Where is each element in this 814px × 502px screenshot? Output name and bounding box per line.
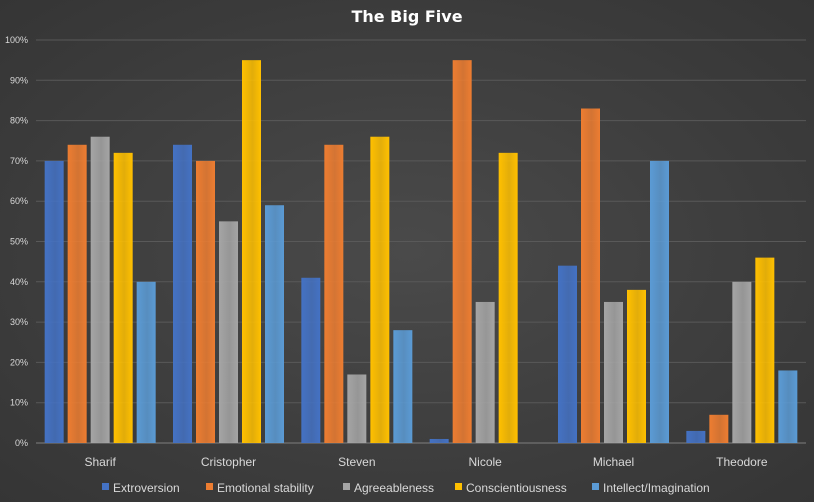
y-tick-label: 90%: [10, 75, 28, 85]
bar-sharif-4: [136, 281, 156, 443]
x-tick-label: Nicole: [468, 455, 502, 469]
bar-steven-4: [393, 330, 413, 443]
bar-cristopher-3: [242, 60, 261, 444]
y-tick-label: 50%: [10, 237, 28, 247]
bar-cristopher-0: [173, 144, 192, 443]
x-tick-label: Michael: [593, 455, 634, 469]
y-tick-label: 30%: [10, 317, 28, 327]
x-tick-label: Theodore: [716, 455, 768, 469]
y-tick-label: 80%: [10, 116, 28, 126]
x-axis-ticks: Sharif Cristopher Steven Nicole Michael Theod…: [84, 455, 767, 469]
legend-label: Emotional stability: [217, 481, 314, 495]
bar-michael-0: [558, 265, 577, 443]
bar-nicole-3: [498, 152, 518, 443]
bar-cristopher-1: [196, 160, 215, 443]
bar-theodore-0: [686, 430, 706, 443]
x-tick-label: Steven: [338, 455, 375, 469]
gridlines: [36, 39, 806, 444]
bar-theodore-1: [709, 414, 729, 443]
y-tick-label: 0%: [15, 438, 28, 448]
y-tick-label: 60%: [10, 196, 28, 206]
chart-title: The Big Five: [351, 7, 462, 26]
legend-label: Agreeableness: [354, 481, 434, 495]
bar-michael-3: [627, 289, 646, 443]
legend-swatch: [206, 483, 213, 490]
legend: Extroversion Emotional stability Agreeable…: [102, 481, 710, 495]
bar-sharif-2: [90, 136, 110, 443]
bar-nicole-2: [475, 301, 495, 443]
bar-michael-4: [650, 160, 669, 443]
bar-nicole-1: [452, 60, 472, 444]
y-tick-label: 70%: [10, 156, 28, 166]
y-tick-label: 40%: [10, 277, 28, 287]
legend-swatch: [592, 483, 599, 490]
y-tick-label: 100%: [5, 35, 28, 45]
bar-michael-2: [604, 301, 623, 443]
x-tick-label: Sharif: [84, 455, 116, 469]
bar-cristopher-4: [265, 205, 284, 443]
legend-swatch: [102, 483, 109, 490]
bar-theodore-3: [755, 257, 775, 443]
legend-swatch: [455, 483, 462, 490]
bar-sharif-1: [67, 144, 87, 443]
bar-steven-2: [347, 374, 367, 443]
legend-swatch: [343, 483, 350, 490]
legend-label: Intellect/Imagination: [603, 481, 710, 495]
bar-michael-1: [581, 108, 600, 443]
bar-steven-0: [301, 277, 321, 443]
bar-cristopher-2: [219, 221, 238, 443]
bar-steven-1: [324, 144, 344, 443]
bar-steven-3: [370, 136, 390, 443]
bar-theodore-4: [778, 370, 798, 443]
y-tick-label: 10%: [10, 398, 28, 408]
bars: [44, 60, 798, 444]
legend-label: Extroversion: [113, 481, 180, 495]
bar-sharif-0: [44, 160, 64, 443]
y-tick-label: 20%: [10, 357, 28, 367]
legend-label: Conscientiousness: [466, 481, 567, 495]
bar-nicole-0: [429, 438, 449, 443]
bar-sharif-3: [113, 152, 133, 443]
y-axis-ticks: 0% 10% 20% 30% 40% 50% 60% 70% 80% 90% 100%: [5, 35, 28, 448]
bar-theodore-2: [732, 281, 752, 443]
x-tick-label: Cristopher: [201, 455, 256, 469]
